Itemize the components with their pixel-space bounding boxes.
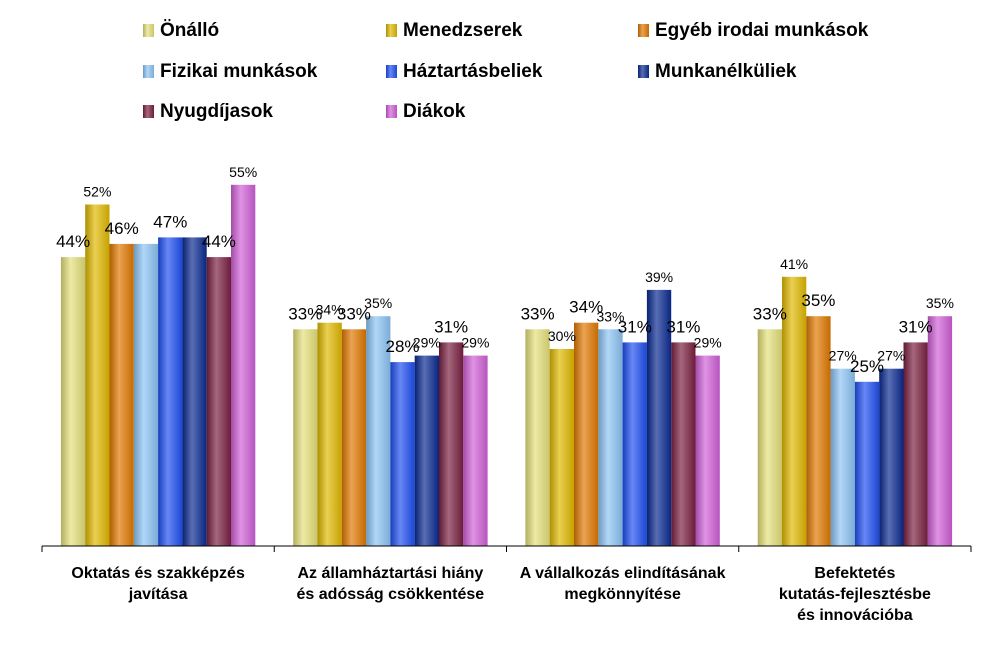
x-tick-label: Az államháztartási hiány és adósság csökk… (297, 565, 485, 603)
bar (85, 204, 110, 546)
data-label: 29% (461, 335, 489, 351)
data-label: 34% (316, 302, 344, 318)
legend-label: Nyugdíjasok (160, 101, 273, 122)
bar (109, 243, 134, 546)
bar (549, 349, 574, 546)
x-tick-label: Befektetés kutatás-fejlesztésbe és innovác… (779, 565, 931, 624)
bar (341, 329, 367, 546)
legend-swatch (386, 24, 397, 37)
bar (695, 355, 720, 546)
legend-label: Menedzserek (403, 20, 523, 41)
legend-label: Önálló (160, 20, 219, 41)
data-label: 33% (753, 304, 787, 323)
category-labels: Oktatás és szakképzés javítása Az államház… (71, 565, 931, 624)
legend: Önálló Menedzserek Egyéb irodai munkások Fi… (143, 20, 869, 122)
data-label: 47% (153, 212, 187, 231)
data-label: 35% (364, 295, 392, 311)
data-label: 44% (202, 232, 236, 251)
data-label: 31% (434, 317, 468, 336)
data-label: 25% (850, 357, 884, 376)
bar (830, 368, 855, 546)
bar (927, 316, 953, 546)
data-label: 35% (801, 291, 835, 310)
bar (903, 342, 928, 546)
data-label: 30% (548, 328, 576, 344)
data-label: 39% (645, 269, 673, 285)
data-label: 46% (105, 219, 139, 238)
legend-swatch (386, 65, 397, 78)
legend-swatch (386, 105, 397, 118)
bar (439, 342, 464, 546)
bar (782, 276, 807, 546)
legend-label: Fizikai munkások (160, 61, 318, 82)
bar (317, 322, 342, 546)
bar (206, 257, 231, 546)
bar (414, 355, 439, 546)
data-label: 33% (596, 308, 624, 324)
legend-swatch (143, 105, 154, 118)
legend-swatch (638, 65, 649, 78)
legend-label: Munkanélküliek (655, 61, 797, 82)
bar (854, 381, 880, 546)
bars (60, 184, 953, 547)
data-label: 33% (288, 304, 322, 323)
legend-swatch (143, 65, 154, 78)
legend-label: Háztartásbeliek (403, 61, 543, 82)
bar (390, 362, 415, 546)
bar (133, 243, 159, 546)
bar (158, 237, 183, 546)
x-tick-label: A vállalkozás elindításának megkönnyítése (520, 565, 726, 603)
data-label: 31% (618, 317, 652, 336)
data-label: 29% (694, 335, 722, 351)
bar (671, 342, 696, 546)
data-label: 27% (829, 348, 857, 364)
bar (757, 329, 782, 546)
data-label: 31% (666, 317, 700, 336)
bar (622, 342, 647, 546)
bar (463, 355, 488, 546)
data-label: 34% (569, 298, 603, 317)
bar (598, 329, 623, 546)
bar (879, 368, 904, 546)
data-label: 35% (926, 295, 954, 311)
bar (806, 316, 831, 546)
data-label: 27% (877, 348, 905, 364)
x-axis (41, 545, 972, 552)
legend-swatch (638, 24, 649, 37)
data-label: 29% (413, 335, 441, 351)
bar (574, 322, 599, 546)
data-label: 31% (899, 317, 933, 336)
value-labels: 44%52%46% 47%44%55%33%34%33%35%28%29%31%2… (56, 164, 954, 376)
bar (366, 316, 391, 546)
data-label: 28% (385, 337, 419, 356)
legend-swatch (143, 24, 154, 37)
data-label: 55% (229, 164, 257, 180)
data-label: 44% (56, 232, 90, 251)
data-label: 33% (521, 304, 555, 323)
bar (231, 184, 256, 547)
data-label: 33% (337, 304, 371, 323)
x-tick-label: Oktatás és szakképzés javítása (71, 565, 245, 603)
bar (525, 329, 550, 546)
legend-label: Egyéb irodai munkások (655, 20, 869, 41)
bar (293, 329, 318, 546)
legend-label: Diákok (403, 101, 466, 122)
bar (182, 237, 207, 546)
data-label: 52% (83, 184, 111, 200)
bar (646, 289, 672, 546)
data-label: 41% (780, 256, 808, 272)
bar (60, 257, 86, 546)
